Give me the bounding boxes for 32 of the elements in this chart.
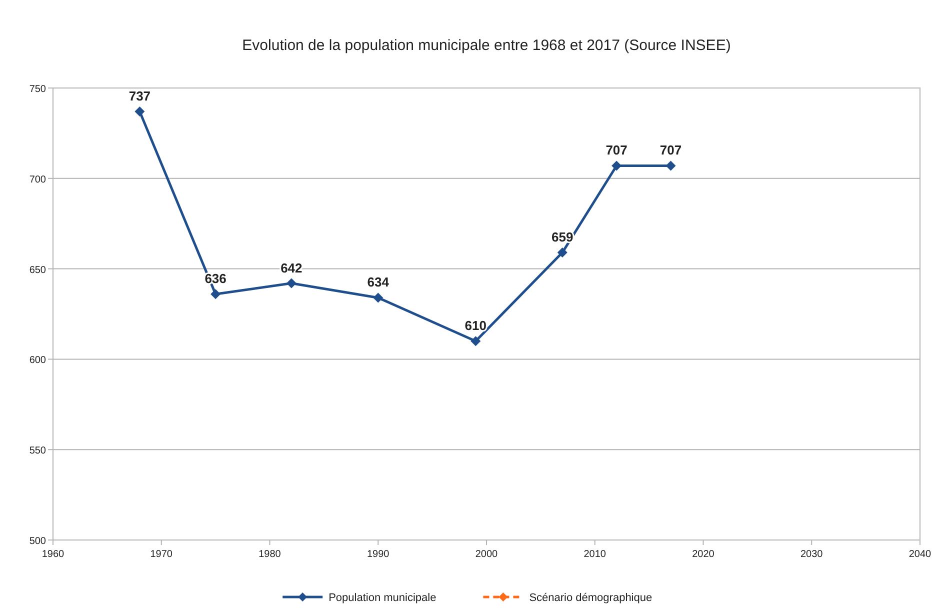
point — [210, 289, 221, 300]
data-label: 737 — [128, 88, 151, 104]
y-tick-label: 500 — [29, 536, 46, 547]
point — [470, 336, 481, 346]
x-tick-label: 2020 — [692, 549, 715, 560]
chart-title: Evolution de la population municipale entre 1968 et 2017 (Source INSEE) — [242, 37, 731, 54]
data-label: 610 — [464, 318, 487, 334]
x-tick-label: 2040 — [908, 549, 932, 560]
y-tick-label: 650 — [29, 264, 46, 276]
point — [557, 248, 568, 258]
x-tick-label: 1990 — [367, 549, 390, 560]
x-tick-label: 1970 — [150, 549, 173, 560]
legend-label: Population municipale — [328, 592, 436, 604]
y-tick-label: 600 — [29, 355, 46, 366]
y-tick-label: 750 — [29, 84, 46, 95]
x-tick-label: 1960 — [42, 549, 65, 560]
point — [373, 292, 384, 303]
x-tick-label: 2030 — [800, 549, 824, 560]
x-tick-label: 2010 — [584, 549, 606, 560]
x-tick-label: 2000 — [475, 549, 498, 560]
legend-label: Scénario démographique — [529, 592, 652, 604]
y-tick-label: 550 — [29, 446, 46, 457]
data-label: 707 — [606, 142, 628, 158]
point — [286, 278, 296, 288]
point — [666, 160, 676, 171]
data-label: 634 — [367, 274, 390, 290]
data-label: 642 — [280, 260, 302, 276]
y-tick-label: 700 — [29, 174, 46, 186]
data-label: 707 — [660, 142, 682, 158]
point — [612, 160, 622, 171]
x-tick-label: 1980 — [258, 549, 282, 560]
point — [134, 106, 145, 117]
